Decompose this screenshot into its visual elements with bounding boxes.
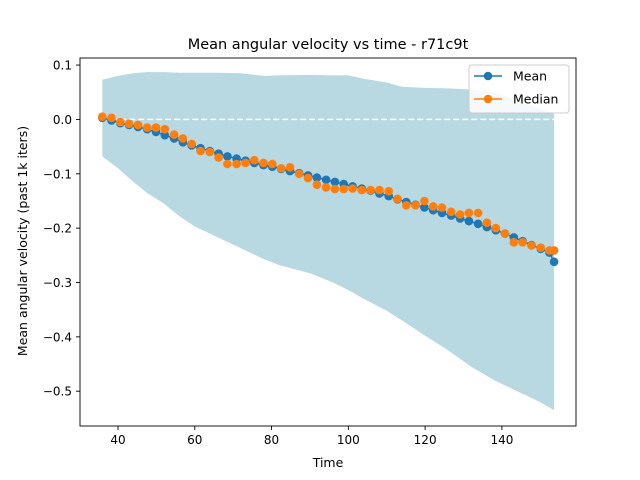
median-point	[375, 185, 384, 195]
y-tick-label: 0.0	[53, 113, 72, 127]
median-point	[133, 120, 143, 130]
median-point	[285, 163, 295, 172]
mean-point	[473, 219, 483, 229]
median-point	[384, 186, 394, 196]
legend-box	[468, 64, 570, 114]
median-point	[437, 203, 447, 212]
legend-median-marker	[483, 94, 493, 104]
median-point	[124, 119, 134, 129]
median-point	[428, 202, 438, 211]
median-point	[549, 246, 559, 255]
axes-frame	[79, 57, 577, 427]
x-tick-label: 140	[490, 433, 513, 447]
median-point	[241, 158, 250, 168]
median-point	[357, 185, 367, 195]
series-median	[98, 112, 559, 255]
y-tick-label: 0.1	[53, 59, 72, 73]
median-point	[330, 184, 340, 194]
mean-point	[549, 257, 559, 267]
median-point	[393, 194, 402, 204]
median-point	[455, 210, 465, 219]
mean-point	[160, 130, 170, 140]
x-tick-label: 100	[337, 433, 360, 447]
median-point	[536, 243, 545, 252]
mean-line	[102, 117, 555, 263]
x-tick-label: 120	[414, 433, 437, 447]
chart-title: Mean angular velocity vs time - r71c9t	[188, 37, 469, 53]
x-axis-label: Time	[312, 455, 344, 470]
median-point	[160, 124, 170, 134]
median-point	[169, 130, 179, 139]
y-tick-label: −0.2	[43, 222, 72, 236]
median-point	[294, 169, 304, 179]
median-point	[98, 112, 107, 121]
y-tick-label: −0.1	[43, 167, 72, 181]
median-point	[214, 153, 223, 162]
median-point	[402, 201, 411, 210]
median-point	[500, 229, 510, 238]
median-point	[187, 139, 196, 149]
median-point	[464, 208, 474, 218]
median-point	[491, 223, 501, 233]
y-tick-label: −0.4	[43, 330, 72, 344]
legend-mean-label: Mean	[513, 69, 547, 84]
median-point	[312, 180, 322, 189]
y-tick-label: −0.5	[43, 385, 72, 399]
y-tick-label: −0.3	[43, 276, 72, 290]
median-point	[259, 158, 268, 168]
plot-area	[98, 72, 559, 411]
median-point	[420, 196, 429, 206]
median-point	[348, 184, 357, 193]
mean-point	[312, 173, 322, 182]
median-point	[250, 155, 259, 165]
y-axis-label: Mean angular velocity (past 1k iters)	[15, 126, 30, 356]
median-point	[116, 117, 125, 127]
median-point	[366, 185, 375, 195]
median-point	[268, 159, 277, 169]
median-point	[482, 218, 492, 227]
median-point	[446, 207, 456, 217]
x-tick-label: 60	[187, 433, 202, 447]
median-point	[411, 201, 420, 210]
median-point	[509, 238, 519, 247]
median-point	[223, 159, 232, 169]
median-point	[232, 159, 241, 169]
median-point	[527, 241, 536, 250]
x-tick-label: 40	[110, 433, 125, 447]
median-point	[178, 134, 188, 143]
x-tick-label: 80	[264, 433, 279, 447]
median-point	[151, 123, 161, 132]
axes: 40 60 80 100 120 140 0.1 0.0 −0.1 −0.2 −0.3 −0.4 −0.…	[43, 57, 577, 447]
mean-point	[330, 177, 340, 187]
median-point	[107, 113, 116, 123]
median-point	[321, 183, 331, 192]
mean-point	[321, 175, 331, 185]
median-point	[196, 146, 205, 156]
legend-mean-marker	[483, 71, 493, 81]
median-point	[473, 208, 483, 218]
median-point	[205, 147, 215, 157]
legend-median-label: Median	[513, 92, 558, 107]
legend: Mean Median	[468, 64, 570, 114]
mean-point	[420, 203, 429, 212]
median-point	[518, 238, 527, 247]
mean-point	[464, 216, 474, 226]
median-point	[276, 164, 286, 173]
median-point	[303, 173, 313, 183]
median-point	[339, 184, 349, 194]
median-point	[142, 123, 152, 132]
mean-point	[223, 152, 232, 161]
